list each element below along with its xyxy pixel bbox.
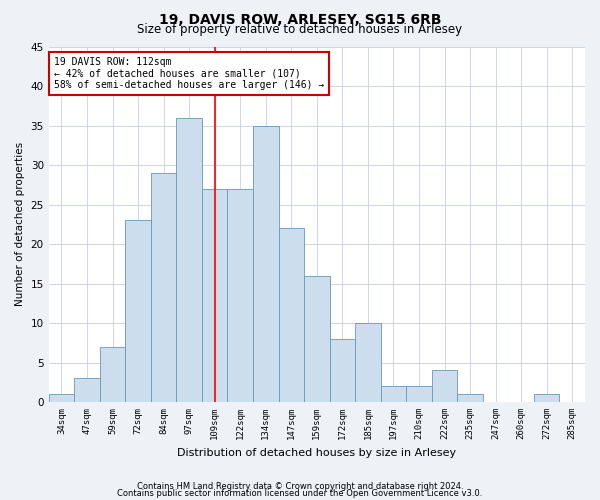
Bar (100, 346, 125, 402)
Text: Size of property relative to detached houses in Arlesey: Size of property relative to detached ho… (137, 22, 463, 36)
Bar (176, 118, 202, 402)
Text: Contains HM Land Registry data © Crown copyright and database right 2024.: Contains HM Land Registry data © Crown c… (137, 482, 463, 491)
Bar (355, 323, 380, 402)
Y-axis label: Number of detached properties: Number of detached properties (15, 142, 25, 306)
Bar (151, 173, 176, 402)
Bar (534, 394, 559, 402)
Bar (227, 188, 253, 402)
Bar (202, 188, 227, 402)
Bar (125, 220, 151, 402)
Text: 19 DAVIS ROW: 112sqm
← 42% of detached houses are smaller (107)
58% of semi-deta: 19 DAVIS ROW: 112sqm ← 42% of detached h… (54, 57, 324, 90)
Bar (304, 276, 329, 402)
Bar (406, 386, 432, 402)
Text: Contains public sector information licensed under the Open Government Licence v3: Contains public sector information licen… (118, 488, 482, 498)
Bar (278, 228, 304, 402)
Bar (457, 394, 483, 402)
Text: 19, DAVIS ROW, ARLESEY, SG15 6RB: 19, DAVIS ROW, ARLESEY, SG15 6RB (159, 12, 441, 26)
Bar (49, 394, 74, 402)
Bar (74, 378, 100, 402)
Bar (380, 386, 406, 402)
Bar (329, 339, 355, 402)
X-axis label: Distribution of detached houses by size in Arlesey: Distribution of detached houses by size … (177, 448, 457, 458)
Bar (432, 370, 457, 402)
Bar (253, 126, 278, 402)
